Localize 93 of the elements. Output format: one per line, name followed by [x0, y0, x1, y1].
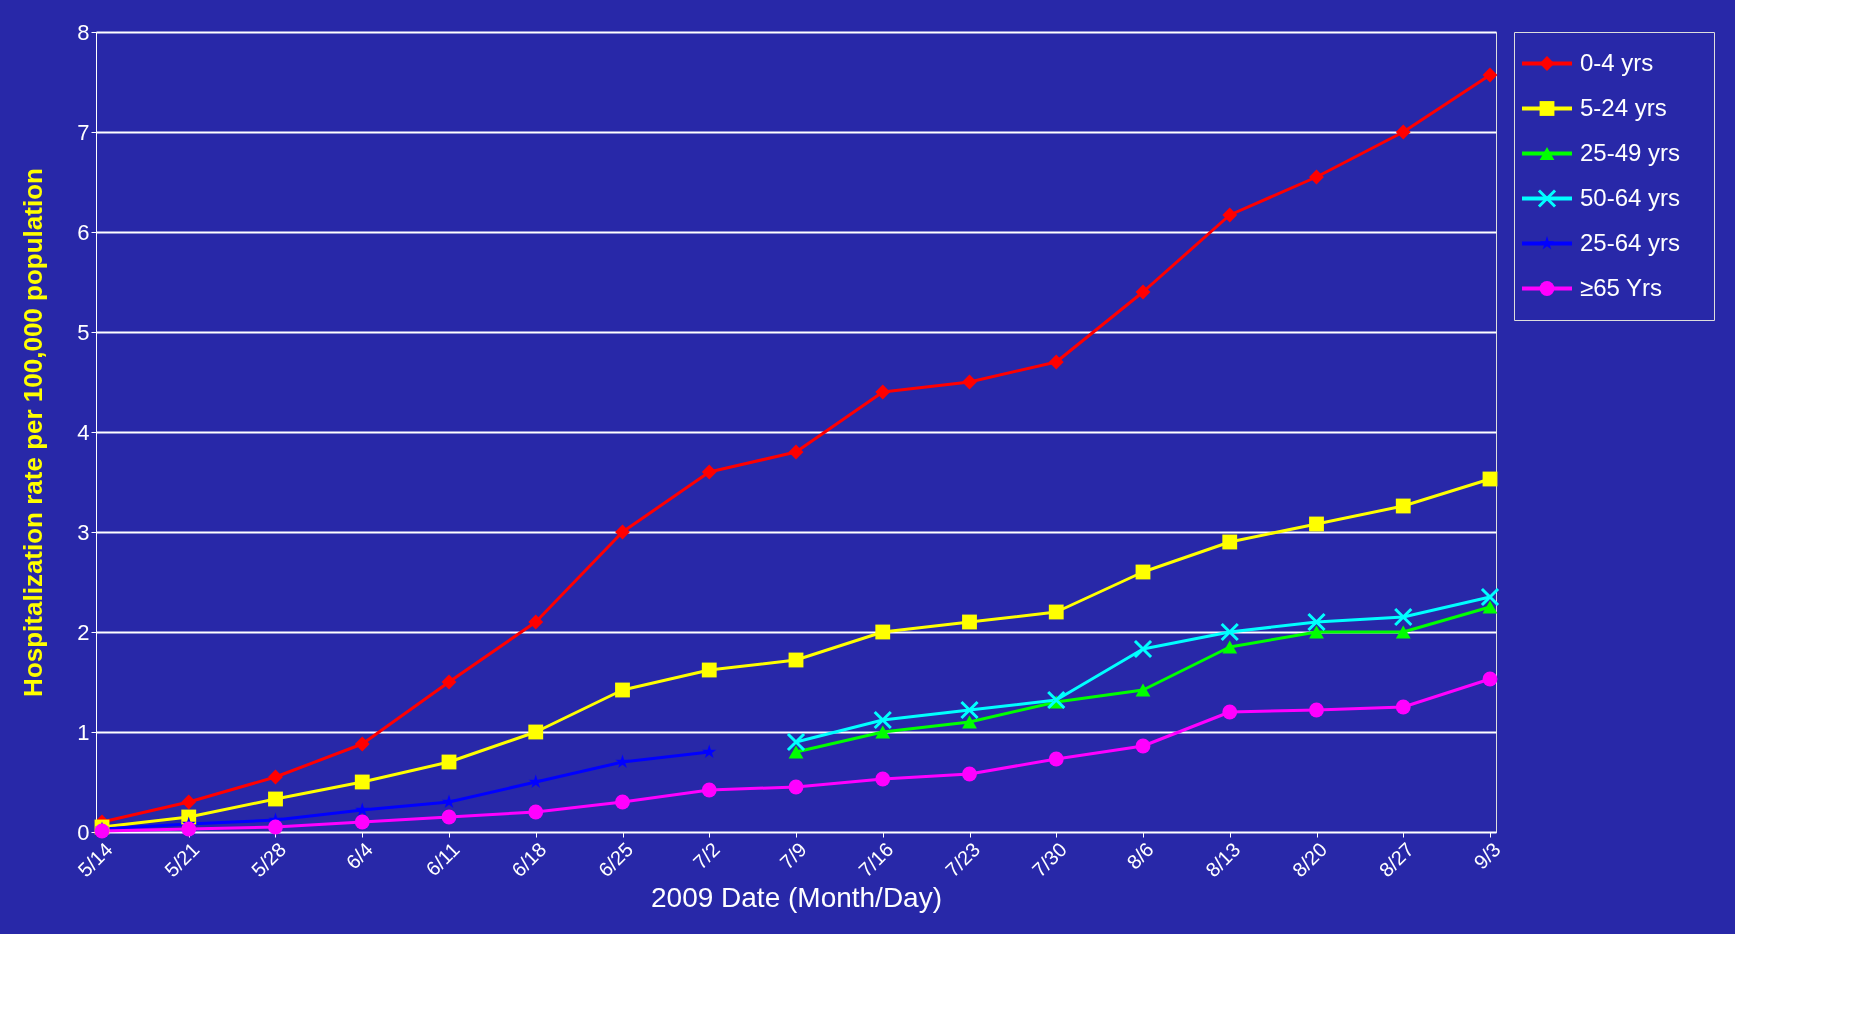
point: [959, 700, 980, 720]
x-tick-label: 8/20: [1288, 838, 1332, 882]
legend-label: 25-49 yrs: [1580, 138, 1681, 166]
point: [1048, 604, 1064, 620]
point: [1393, 607, 1413, 627]
point: [1048, 354, 1064, 370]
point: [355, 802, 370, 816]
point: [268, 819, 283, 835]
x-tick-label: 9/3: [1469, 838, 1505, 874]
point: [702, 744, 717, 758]
point: [962, 614, 977, 630]
y-tick-label: 1: [77, 719, 90, 745]
point: [1220, 622, 1240, 642]
point: [354, 814, 370, 830]
point: [875, 624, 891, 640]
legend-label: 25-64 yrs: [1580, 228, 1681, 256]
point: [1135, 683, 1151, 697]
y-tick-label: 6: [77, 219, 90, 245]
point: [1395, 699, 1411, 715]
y-tick-label: 4: [77, 419, 90, 445]
point: [615, 754, 630, 768]
point: [1309, 702, 1324, 718]
point: [181, 821, 197, 837]
x-tick-label: 8/6: [1122, 838, 1158, 874]
legend-label: 5-24 yrs: [1580, 93, 1667, 121]
x-axis-title: 2009 Date (Month/Day): [650, 882, 943, 914]
y-tick-label: 3: [77, 519, 90, 545]
point: [441, 809, 457, 825]
y-axis-title: Hospitalization rate per 100,000 population: [18, 168, 49, 697]
x-tick-label: 7/9: [775, 838, 811, 874]
legend-label: ≥65 Yrs: [1580, 273, 1663, 301]
point: [1309, 516, 1324, 532]
x-tick-label: 7/2: [688, 838, 724, 874]
point: [1480, 587, 1500, 607]
point: [1135, 738, 1151, 754]
point: [1395, 124, 1411, 140]
point: [1306, 612, 1327, 632]
point: [1048, 751, 1064, 767]
point: [1482, 600, 1498, 614]
point: [873, 710, 893, 730]
point: [962, 766, 977, 782]
point: [1222, 640, 1238, 654]
point: [1395, 625, 1411, 639]
y-tick-label: 5: [77, 319, 90, 345]
point: [1046, 690, 1066, 710]
point: [1395, 498, 1411, 514]
x-tick-label: 6/11: [421, 838, 464, 881]
point: [1135, 284, 1151, 300]
point: [875, 725, 891, 739]
x-tick-label: 7/16: [854, 838, 898, 882]
y-tick-label: 7: [77, 119, 90, 145]
x-tick-label: 7/23: [941, 838, 985, 882]
x-tick-label: 6/18: [507, 838, 551, 882]
point: [528, 774, 543, 788]
x-tick-label: 6/25: [594, 838, 638, 882]
legend-label: 50-64 yrs: [1580, 183, 1681, 211]
point: [1482, 671, 1498, 687]
point: [875, 384, 891, 400]
point: [1309, 625, 1324, 639]
point: [181, 794, 197, 810]
point: [441, 674, 457, 690]
point: [701, 464, 717, 480]
point: [1222, 704, 1238, 720]
point: [1222, 207, 1238, 223]
point: [94, 823, 110, 839]
point: [528, 614, 544, 630]
point: [701, 662, 717, 678]
point: [788, 779, 804, 795]
point: [528, 724, 544, 740]
point: [701, 782, 717, 798]
point: [268, 791, 283, 807]
x-tick-label: 8/13: [1201, 838, 1245, 882]
x-tick-label: 7/30: [1027, 838, 1071, 882]
point: [354, 736, 370, 752]
point: [528, 804, 544, 820]
point: [354, 774, 370, 790]
point: [1222, 534, 1238, 550]
point: [1482, 67, 1498, 83]
point: [875, 771, 891, 787]
legend-label: 0-4 yrs: [1580, 48, 1654, 76]
point: [615, 682, 630, 698]
point: [786, 732, 806, 752]
y-tick-label: 8: [77, 19, 90, 45]
point: [1133, 639, 1153, 659]
point: [962, 715, 977, 729]
x-tick-label: 5/21: [160, 838, 204, 882]
y-tick-label: 0: [77, 819, 90, 845]
point: [788, 444, 804, 460]
point: [788, 745, 804, 759]
y-tick-label: 2: [77, 619, 90, 645]
x-tick-label: 6/4: [341, 838, 377, 874]
x-tick-label: 5/28: [247, 838, 291, 882]
point: [615, 794, 630, 810]
